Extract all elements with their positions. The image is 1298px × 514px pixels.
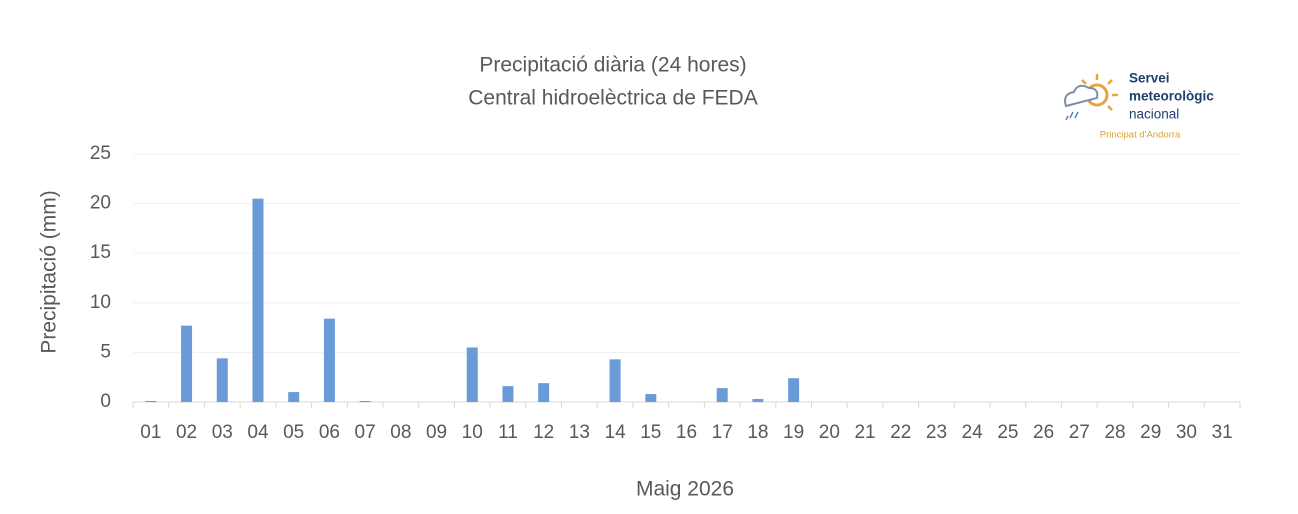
x-tick-label: 29	[1140, 422, 1161, 443]
x-tick-label: 25	[997, 422, 1018, 443]
y-tick-label: 15	[90, 242, 111, 263]
bar	[538, 383, 550, 402]
x-tick-label: 21	[854, 422, 875, 443]
logo-icon	[1064, 74, 1118, 121]
x-tick-label: 17	[712, 422, 733, 443]
x-tick-label: 28	[1104, 422, 1125, 443]
x-tick-label: 07	[355, 422, 376, 443]
y-tick-label: 10	[90, 292, 111, 313]
bar	[645, 394, 657, 402]
x-tick-label: 16	[676, 422, 697, 443]
x-tick-label: 05	[283, 422, 304, 443]
y-tick-label: 25	[90, 143, 111, 164]
x-tick-label: 11	[498, 422, 518, 443]
bar	[323, 318, 335, 402]
x-tick-label: 08	[390, 422, 411, 443]
logo-text: meteorològic	[1129, 89, 1214, 104]
x-tick-label: 18	[747, 422, 768, 443]
bar	[466, 347, 478, 402]
bar	[788, 378, 800, 402]
y-tick-label: 20	[90, 193, 111, 214]
x-tick-label: 20	[819, 422, 840, 443]
x-tick-label: 04	[247, 422, 269, 443]
bar	[359, 401, 371, 402]
chart-subtitle: Central hidroelèctrica de FEDA	[468, 87, 757, 110]
x-axis-title: Maig 2026	[636, 478, 734, 501]
bar	[181, 325, 193, 402]
x-tick-label: 15	[640, 422, 661, 443]
bar	[716, 388, 728, 402]
bar	[216, 358, 228, 402]
x-tick-label: 30	[1176, 422, 1197, 443]
x-tick-label: 27	[1069, 422, 1090, 443]
x-tick-label: 10	[462, 422, 483, 443]
y-tick-label: 5	[100, 341, 111, 362]
x-tick-label: 14	[605, 422, 627, 443]
x-tick-label: 22	[890, 422, 911, 443]
logo-subtext: Principat d'Andorra	[1100, 130, 1181, 141]
logo-text: nacional	[1129, 107, 1179, 122]
x-tick-label: 26	[1033, 422, 1054, 443]
bar	[752, 399, 764, 402]
x-tick-label: 03	[212, 422, 233, 443]
bar	[288, 392, 300, 402]
bar	[502, 386, 514, 402]
x-tick-label: 02	[176, 422, 197, 443]
x-tick-label: 06	[319, 422, 340, 443]
x-tick-label: 12	[533, 422, 554, 443]
x-tick-label: 09	[426, 422, 447, 443]
x-tick-label: 13	[569, 422, 590, 443]
bar	[252, 198, 264, 402]
x-tick-label: 19	[783, 422, 804, 443]
y-tick-label: 0	[100, 391, 111, 412]
x-tick-label: 31	[1212, 422, 1233, 443]
y-axis-title: Precipitació (mm)	[38, 190, 61, 353]
chart-title: Precipitació diària (24 hores)	[479, 54, 746, 77]
x-tick-label: 24	[962, 422, 984, 443]
x-tick-label: 23	[926, 422, 947, 443]
x-tick-label: 01	[140, 422, 161, 443]
logo-text: Servei	[1129, 71, 1170, 86]
bar	[145, 401, 157, 402]
bar	[609, 359, 621, 402]
